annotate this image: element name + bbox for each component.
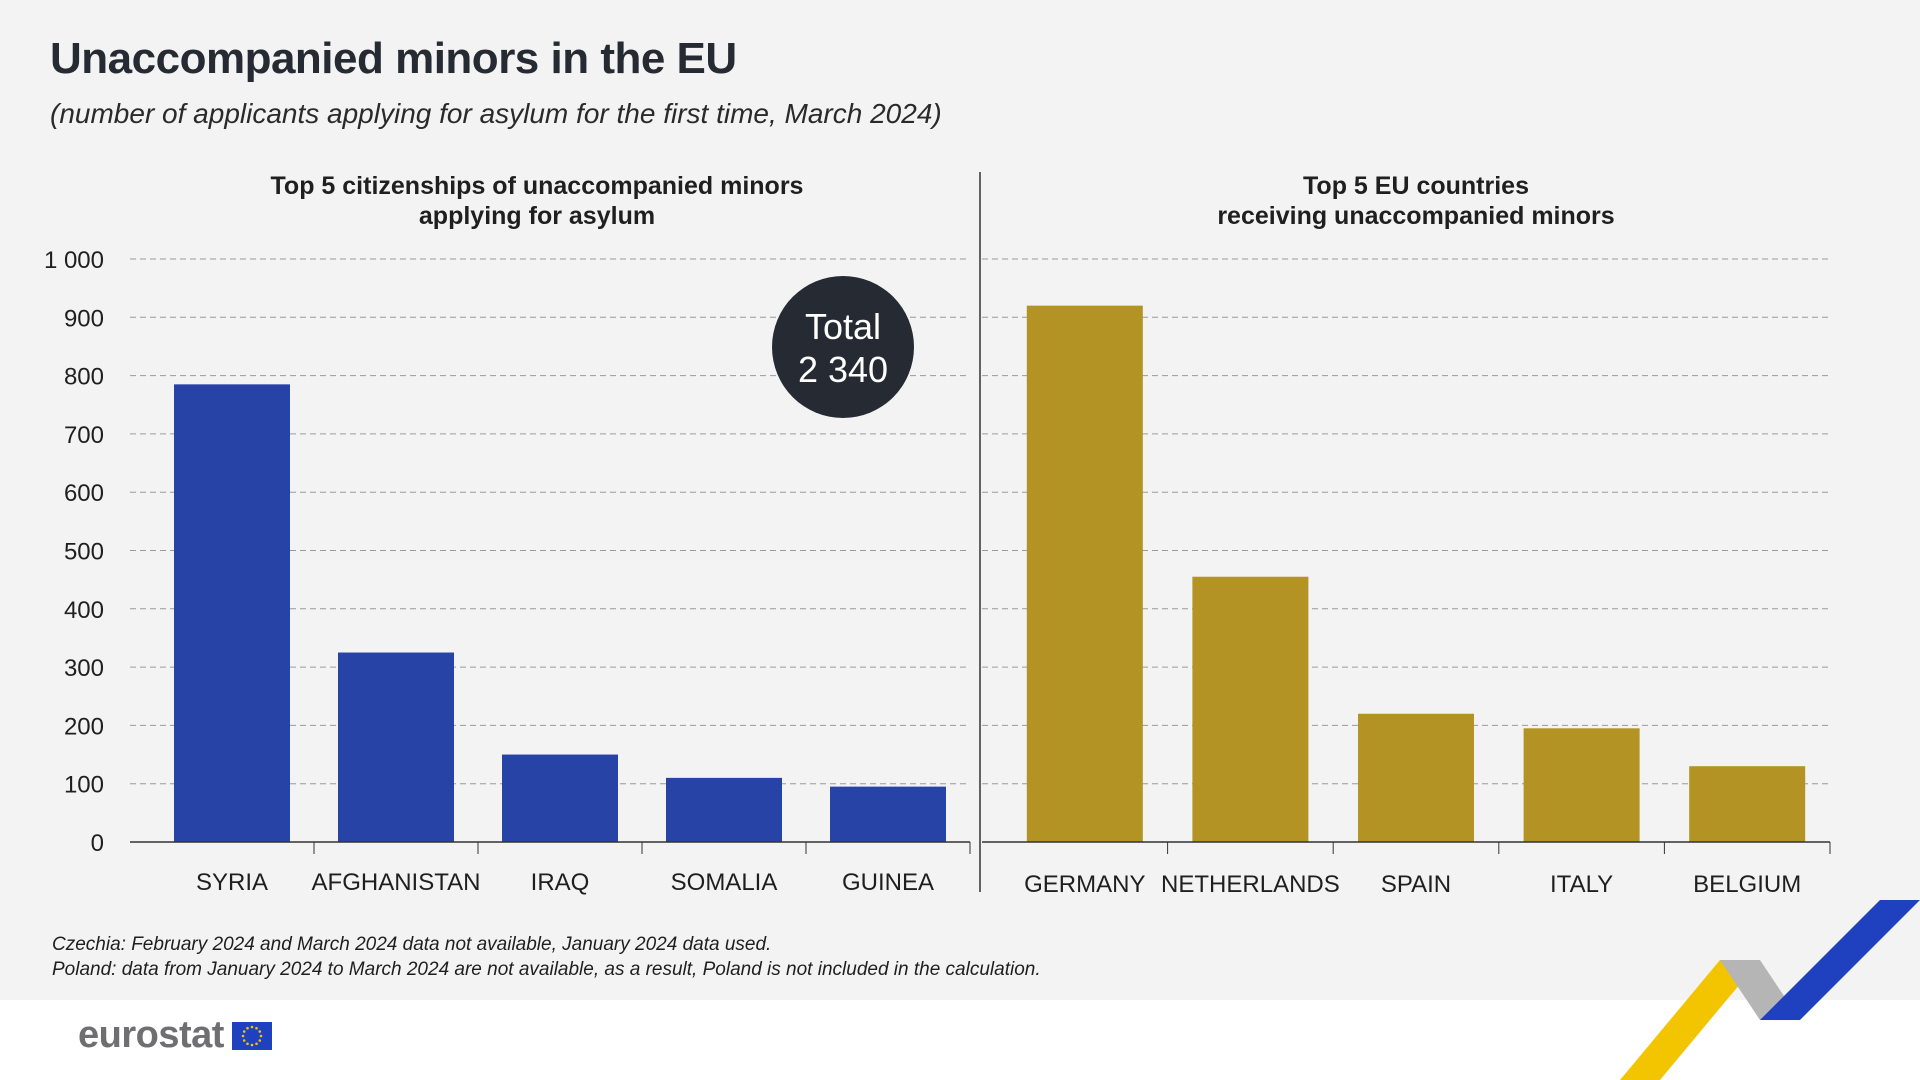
- y-tick-label: 800: [64, 364, 104, 391]
- bar-netherlands: [1192, 576, 1309, 842]
- y-tick-label: 700: [64, 422, 104, 449]
- total-badge-value: 2 340: [798, 349, 888, 390]
- bar-syria: [174, 384, 290, 842]
- x-tick-label: GUINEA: [842, 869, 934, 896]
- x-tick-label: NETHERLANDS: [1161, 871, 1340, 898]
- bar-somalia: [666, 777, 782, 842]
- total-badge: [772, 276, 914, 418]
- bar-germany: [1026, 305, 1143, 842]
- bar-italy: [1523, 728, 1640, 842]
- x-tick-label: SPAIN: [1381, 871, 1451, 898]
- y-tick-label: 300: [64, 655, 104, 682]
- x-tick-label: GERMANY: [1024, 871, 1145, 898]
- footnotes: Czechia: February 2024 and March 2024 da…: [52, 932, 1041, 982]
- flag-star: [255, 1041, 258, 1045]
- footnote-czechia: Czechia: February 2024 and March 2024 da…: [52, 934, 772, 955]
- flag-star: [258, 1029, 262, 1033]
- flag-star: [242, 1029, 246, 1033]
- footnote-poland: Poland: data from January 2024 to March …: [52, 959, 1041, 980]
- flag-star: [250, 1025, 254, 1028]
- y-tick-label: 900: [64, 305, 104, 332]
- x-tick-label: SOMALIA: [671, 869, 778, 896]
- bar-iraq: [502, 754, 618, 842]
- flag-star: [258, 1038, 262, 1042]
- ribbon-yellow-band: [1620, 960, 1760, 1080]
- footer-band: [0, 1000, 1920, 1080]
- flag-star: [246, 1041, 249, 1045]
- bar-afghanistan: [338, 652, 454, 842]
- flag-star: [242, 1038, 246, 1042]
- x-tick-label: AFGHANISTAN: [312, 869, 481, 896]
- bar-spain: [1358, 713, 1474, 842]
- y-tick-label: 400: [64, 597, 104, 624]
- flag-star: [246, 1026, 249, 1030]
- x-tick-label: IRAQ: [531, 869, 590, 896]
- y-tick-label: 100: [64, 772, 104, 799]
- flag-star: [255, 1026, 258, 1030]
- flag-star: [241, 1034, 245, 1037]
- page-title: Unaccompanied minors in the EU: [50, 34, 737, 83]
- chart-title-line: receiving unaccompanied minors: [1217, 202, 1614, 230]
- bar-belgium: [1689, 766, 1806, 842]
- chart-title-line: Top 5 citizenships of unaccompanied mino…: [271, 172, 804, 200]
- y-tick-label: 0: [91, 830, 104, 857]
- eurostat-logo[interactable]: eurostat: [78, 1014, 272, 1057]
- y-tick-label: 1 000: [44, 247, 104, 274]
- eurostat-wordmark: eurostat: [78, 1014, 224, 1056]
- eu-flag-icon: [231, 1021, 272, 1050]
- chart-title-line: applying for asylum: [419, 202, 655, 230]
- y-tick-label: 200: [64, 713, 104, 740]
- chart-title-line: Top 5 EU countries: [1303, 172, 1529, 200]
- page-subtitle: (number of applicants applying for asylu…: [50, 98, 942, 129]
- flag-star: [259, 1034, 263, 1037]
- bar-guinea: [830, 786, 946, 842]
- y-tick-label: 600: [64, 480, 104, 507]
- ribbon-blue-band: [1760, 900, 1920, 1020]
- flag-star: [250, 1043, 254, 1046]
- total-badge-label: Total: [805, 306, 881, 347]
- ribbon-decoration-icon: [1620, 900, 1920, 1080]
- x-tick-label: SYRIA: [196, 869, 268, 896]
- x-tick-label: ITALY: [1550, 871, 1613, 898]
- x-tick-label: BELGIUM: [1693, 871, 1801, 898]
- y-tick-label: 500: [64, 539, 104, 566]
